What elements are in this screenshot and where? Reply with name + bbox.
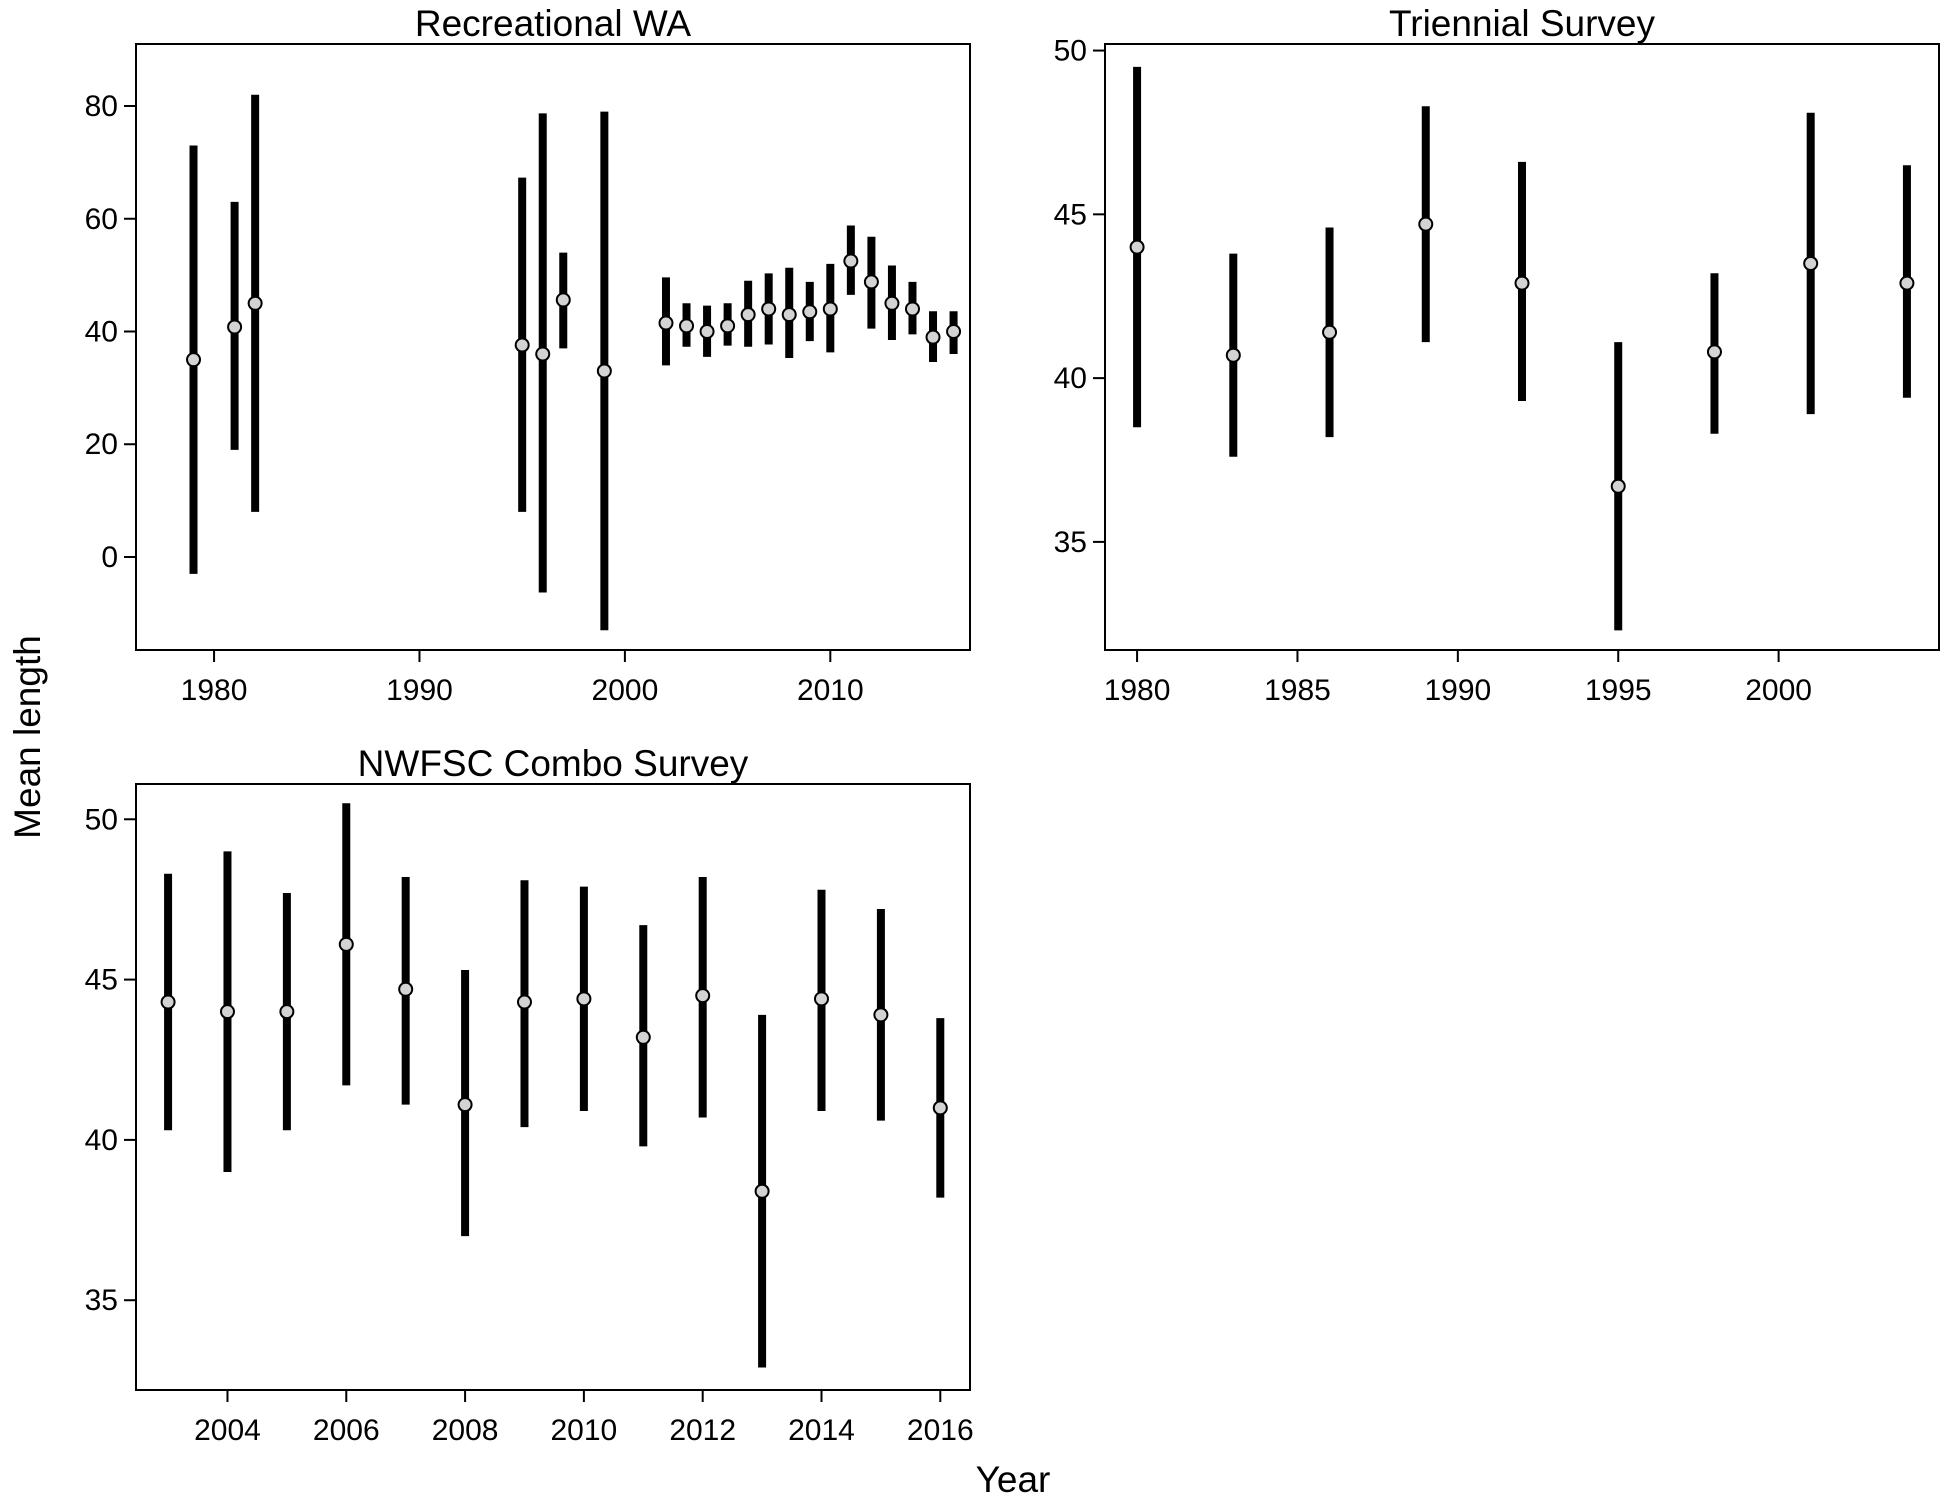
data-point [754, 1183, 770, 1199]
data-point [186, 352, 202, 368]
data-point [1322, 324, 1338, 340]
panel-title: Triennial Survey [1389, 3, 1655, 44]
x-tick-label: 2000 [1745, 674, 1812, 707]
x-tick-label: 1990 [386, 674, 453, 707]
data-point [740, 307, 756, 323]
x-tick-label: 2006 [313, 1414, 380, 1447]
data-point [1514, 275, 1530, 291]
data-point [576, 991, 592, 1007]
y-tick-label: 45 [1054, 198, 1087, 231]
y-tick-label: 20 [85, 428, 118, 461]
x-tick-label: 2014 [788, 1414, 855, 1447]
y-tick-label: 80 [85, 90, 118, 123]
data-point [596, 363, 612, 379]
x-tick-label: 2012 [669, 1414, 736, 1447]
data-point [925, 329, 941, 345]
data-point [279, 1004, 295, 1020]
data-point [699, 323, 715, 339]
data-point [679, 318, 695, 334]
data-point [160, 994, 176, 1010]
panel-nwfsc-combo-survey: NWFSC Combo Survey 2004 2006 2008 2010 2012 20… [85, 743, 974, 1447]
data-point [398, 981, 414, 997]
x-tick-label: 1990 [1424, 674, 1491, 707]
data-point [873, 1007, 889, 1023]
data-point [904, 301, 920, 317]
data-point [813, 991, 829, 1007]
plot-frame [135, 783, 971, 1391]
data-point [658, 315, 674, 331]
data-point [884, 295, 900, 311]
x-axis-title: Year [976, 1459, 1051, 1500]
data-point [1706, 344, 1722, 360]
x-tick-label: 2010 [551, 1414, 618, 1447]
data-point [932, 1100, 948, 1116]
y-tick-label: 35 [85, 1284, 118, 1317]
data-point [843, 253, 859, 269]
x-tick-label: 1995 [1585, 674, 1652, 707]
data-point [247, 295, 263, 311]
data-point [514, 337, 530, 353]
data-point [1803, 255, 1819, 271]
x-tick-label: 1980 [1104, 674, 1171, 707]
data-point [863, 274, 879, 290]
data-point [1418, 216, 1434, 232]
data-point [535, 346, 551, 362]
y-tick-label: 50 [1054, 35, 1087, 68]
panel-title: NWFSC Combo Survey [358, 743, 749, 784]
data-point [635, 1029, 651, 1045]
data-point [720, 318, 736, 334]
y-tick-label: 35 [1054, 526, 1087, 559]
x-tick-label: 2004 [194, 1414, 261, 1447]
data-point [227, 319, 243, 335]
panel-recreational-wa: Recreational WA 1980 1990 2000 2010 0 20 40 60 80 [85, 3, 971, 707]
data-point [946, 323, 962, 339]
data-point [219, 1004, 235, 1020]
data-point [1225, 347, 1241, 363]
data-point [1129, 239, 1145, 255]
x-tick-label: 1985 [1264, 674, 1331, 707]
y-tick-label: 40 [1054, 362, 1087, 395]
x-tick-label: 1980 [181, 674, 248, 707]
panel-triennial-survey: Triennial Survey 1980 1985 1990 1995 2000 35 40… [1054, 3, 1940, 707]
data-point [822, 301, 838, 317]
y-axis-title: Mean length [7, 635, 48, 839]
y-tick-label: 40 [85, 1124, 118, 1157]
y-tick-label: 60 [85, 203, 118, 236]
data-point [1610, 478, 1626, 494]
data-point [457, 1097, 473, 1113]
y-tick-label: 0 [101, 541, 118, 574]
y-tick-label: 40 [85, 315, 118, 348]
data-point [802, 304, 818, 320]
data-point [555, 292, 571, 308]
data-point [516, 994, 532, 1010]
x-tick-label: 2016 [907, 1414, 974, 1447]
y-tick-label: 50 [85, 803, 118, 836]
data-point [761, 301, 777, 317]
x-tick-label: 2000 [592, 674, 659, 707]
panel-title: Recreational WA [415, 3, 692, 44]
data-point [695, 988, 711, 1004]
data-point [1899, 275, 1915, 291]
x-tick-label: 2010 [797, 674, 864, 707]
y-tick-label: 45 [85, 964, 118, 997]
x-tick-label: 2008 [432, 1414, 499, 1447]
data-point [781, 307, 797, 323]
plot-frame [1104, 43, 1940, 651]
data-point [338, 936, 354, 952]
plot-frame [135, 43, 971, 651]
